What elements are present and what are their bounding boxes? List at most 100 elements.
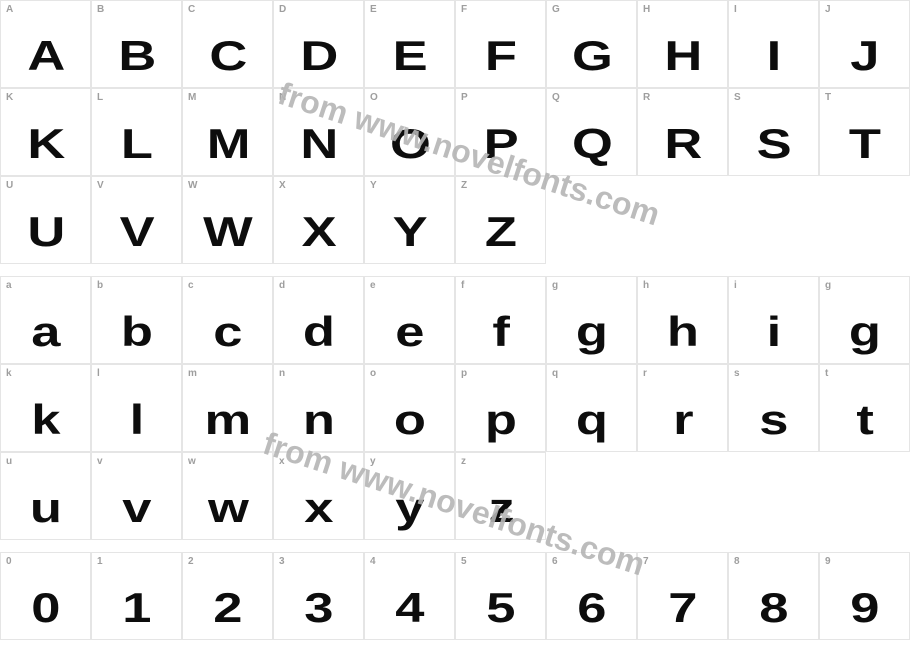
- cell-label: E: [370, 4, 377, 15]
- cell-glyph: c: [214, 311, 242, 353]
- glyph-cell-h: hh: [637, 276, 728, 364]
- cell-glyph: D: [300, 35, 337, 77]
- glyph-cell-P: PP: [455, 88, 546, 176]
- glyph-cell-0: 00: [0, 552, 91, 640]
- font-chart: AABBCCDDEEFFGGHHIIJJKKLLMMNNOOPPQQRRSSTT…: [0, 0, 911, 640]
- cell-label: 2: [188, 556, 194, 567]
- glyph-cell-r: rr: [637, 364, 728, 452]
- glyph-cell-U: UU: [0, 176, 91, 264]
- cell-label: s: [734, 368, 740, 379]
- cell-glyph: T: [849, 123, 880, 165]
- cell-glyph: B: [118, 35, 155, 77]
- glyph-cell-6: 66: [546, 552, 637, 640]
- glyph-cell-E: EE: [364, 0, 455, 88]
- cell-label: k: [6, 368, 12, 379]
- cell-glyph: L: [121, 123, 152, 165]
- glyph-cell-C: CC: [182, 0, 273, 88]
- cell-label: a: [6, 280, 12, 291]
- glyph-cell-S: SS: [728, 88, 819, 176]
- glyph-cell-g: gg: [819, 276, 910, 364]
- cell-label: v: [97, 456, 103, 467]
- cell-glyph: R: [664, 123, 701, 165]
- glyph-cell-k: kk: [0, 364, 91, 452]
- cell-glyph: i: [767, 311, 780, 353]
- glyph-cell-d: dd: [273, 276, 364, 364]
- cell-glyph: K: [27, 123, 64, 165]
- cell-glyph: U: [27, 211, 64, 253]
- cell-label: I: [734, 4, 737, 15]
- glyph-cell-i: ii: [728, 276, 819, 364]
- cell-label: m: [188, 368, 197, 379]
- cell-glyph: n: [303, 399, 334, 441]
- cell-glyph: f: [492, 311, 508, 353]
- glyph-cell-Q: QQ: [546, 88, 637, 176]
- glyph-cell-K: KK: [0, 88, 91, 176]
- empty-cell: [637, 452, 728, 540]
- cell-label: M: [188, 92, 196, 103]
- cell-glyph: 6: [578, 587, 606, 629]
- cell-glyph: h: [667, 311, 698, 353]
- cell-label: r: [643, 368, 647, 379]
- cell-label: o: [370, 368, 376, 379]
- cell-label: R: [643, 92, 650, 103]
- cell-label: Z: [461, 180, 467, 191]
- glyph-cell-p: pp: [455, 364, 546, 452]
- cell-label: 0: [6, 556, 12, 567]
- glyph-cell-a: aa: [0, 276, 91, 364]
- glyph-cell-G: GG: [546, 0, 637, 88]
- glyph-cell-q: qq: [546, 364, 637, 452]
- glyph-cell-D: DD: [273, 0, 364, 88]
- cell-glyph: v: [123, 487, 151, 529]
- cell-glyph: N: [300, 123, 337, 165]
- cell-label: g: [825, 280, 831, 291]
- glyph-cell-4: 44: [364, 552, 455, 640]
- cell-glyph: y: [396, 487, 424, 529]
- cell-glyph: A: [27, 35, 64, 77]
- cell-label: L: [97, 92, 103, 103]
- glyph-cell-T: TT: [819, 88, 910, 176]
- cell-label: Y: [370, 180, 377, 191]
- cell-label: P: [461, 92, 468, 103]
- cell-label: W: [188, 180, 197, 191]
- cell-glyph: m: [205, 399, 250, 441]
- cell-label: 1: [97, 556, 103, 567]
- cell-label: K: [6, 92, 13, 103]
- cell-glyph: p: [485, 399, 516, 441]
- glyph-cell-J: JJ: [819, 0, 910, 88]
- glyph-cell-L: LL: [91, 88, 182, 176]
- cell-glyph: J: [851, 35, 879, 77]
- glyph-cell-B: BB: [91, 0, 182, 88]
- cell-label: D: [279, 4, 286, 15]
- glyph-cell-I: II: [728, 0, 819, 88]
- cell-label: f: [461, 280, 464, 291]
- glyph-cell-W: WW: [182, 176, 273, 264]
- glyph-cell-N: NN: [273, 88, 364, 176]
- cell-glyph: s: [760, 399, 788, 441]
- cell-glyph: F: [485, 35, 516, 77]
- cell-glyph: X: [302, 211, 336, 253]
- cell-label: 9: [825, 556, 831, 567]
- cell-label: N: [279, 92, 286, 103]
- section-lowercase: aabbccddeeffgghhiiggkkllmmnnooppqqrrsstt…: [0, 276, 910, 540]
- cell-glyph: g: [849, 311, 880, 353]
- cell-label: i: [734, 280, 737, 291]
- cell-glyph: 4: [396, 587, 424, 629]
- cell-label: 3: [279, 556, 285, 567]
- glyph-cell-w: ww: [182, 452, 273, 540]
- glyph-cell-c: cc: [182, 276, 273, 364]
- cell-glyph: P: [484, 123, 518, 165]
- glyph-cell-8: 88: [728, 552, 819, 640]
- glyph-cell-A: AA: [0, 0, 91, 88]
- cell-glyph: 5: [487, 587, 515, 629]
- cell-label: p: [461, 368, 467, 379]
- glyph-cell-t: tt: [819, 364, 910, 452]
- glyph-cell-F: FF: [455, 0, 546, 88]
- cell-label: 4: [370, 556, 376, 567]
- glyph-cell-H: HH: [637, 0, 728, 88]
- cell-label: q: [552, 368, 558, 379]
- cell-glyph: b: [121, 311, 152, 353]
- cell-label: J: [825, 4, 831, 15]
- glyph-cell-o: oo: [364, 364, 455, 452]
- cell-glyph: W: [203, 211, 251, 253]
- cell-label: H: [643, 4, 650, 15]
